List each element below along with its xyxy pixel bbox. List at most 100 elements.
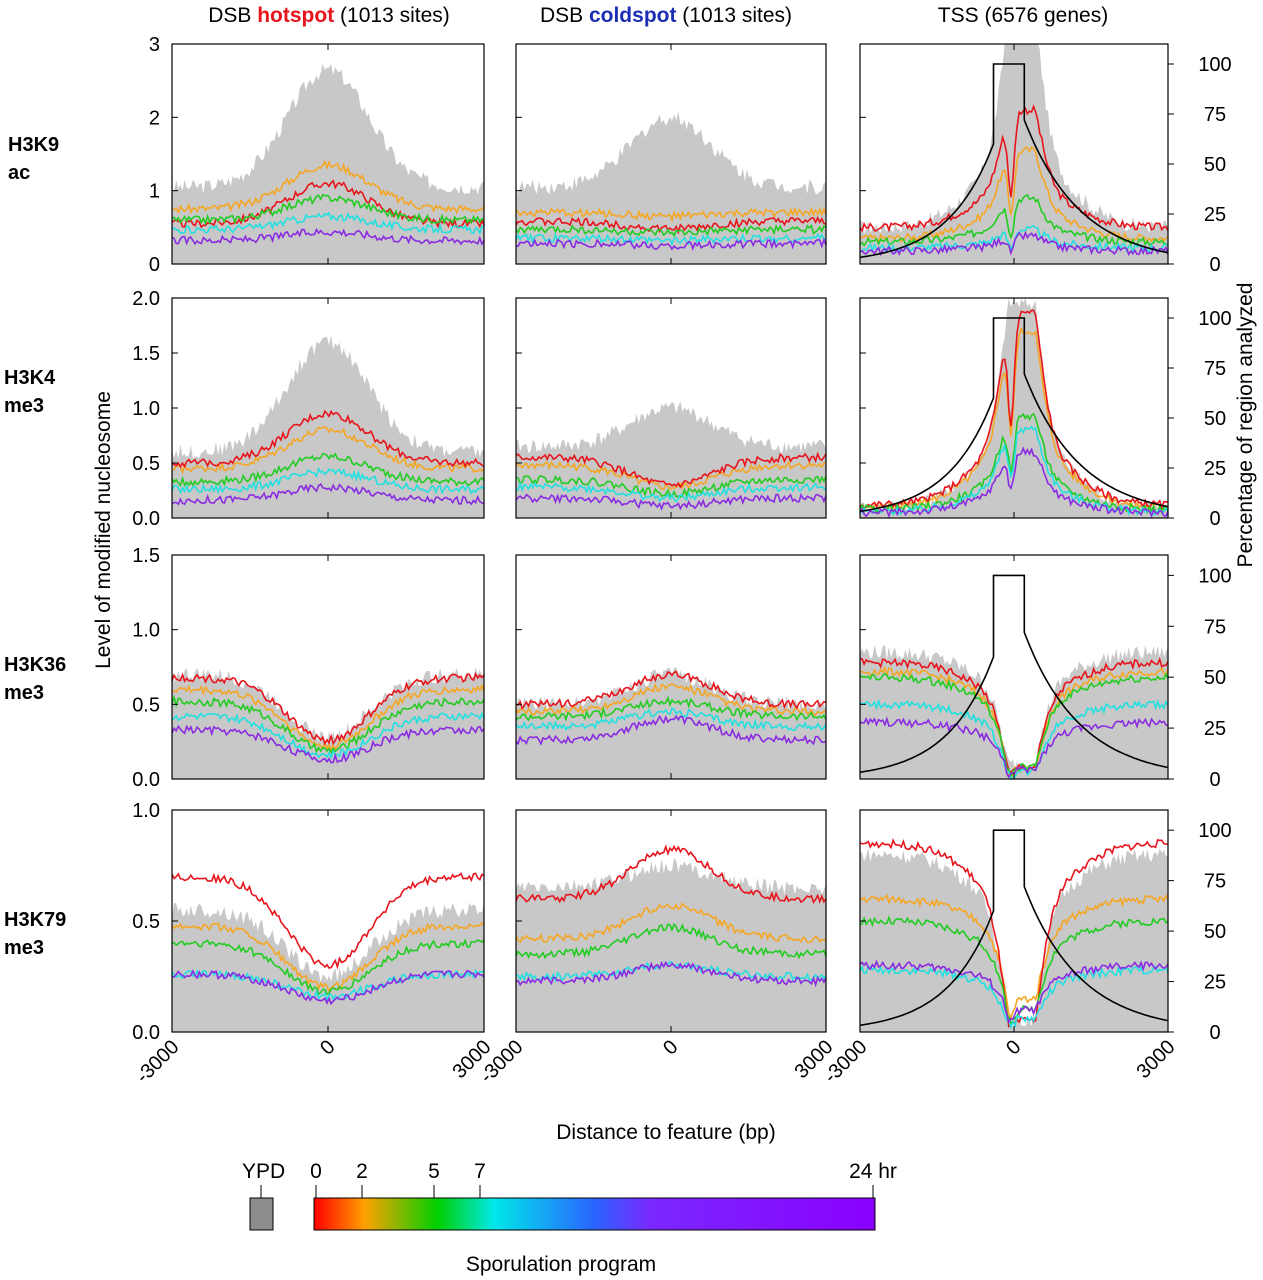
y-tick-label: 1.5 bbox=[132, 545, 160, 567]
gray-range-area bbox=[516, 667, 826, 779]
coverage-curve bbox=[859, 63, 1169, 259]
y-tick-label: 1.0 bbox=[132, 398, 160, 420]
series-line-24hr bbox=[171, 969, 485, 1006]
right-tick-label: 25 bbox=[1204, 972, 1226, 994]
series-line-7hr bbox=[171, 711, 485, 760]
y-tick-label: 1.0 bbox=[132, 800, 160, 822]
series-line-5hr bbox=[171, 938, 485, 996]
y-tick-label: 0.0 bbox=[132, 1022, 160, 1044]
svg-text:me3: me3 bbox=[4, 395, 44, 417]
legend-ticks: 0 2 5 7 24 hr bbox=[310, 1160, 897, 1198]
series-line-24hr bbox=[171, 227, 485, 246]
series-line-24hr bbox=[515, 237, 827, 251]
series-line-7hr bbox=[171, 466, 485, 495]
right-tick-label: 0 bbox=[1209, 769, 1220, 791]
series-line-0hr bbox=[859, 104, 1169, 233]
panel-H3K36me3-coldspot bbox=[515, 554, 827, 780]
panel-H3K9ac-hotspot bbox=[171, 43, 485, 265]
x-tick-label: 3000 bbox=[1133, 1036, 1180, 1083]
y-tick-label: 2 bbox=[149, 107, 160, 129]
legend-ypd-label: YPD bbox=[242, 1160, 285, 1183]
series-line-5hr bbox=[515, 922, 827, 960]
legend-tick-label: 2 bbox=[356, 1160, 368, 1183]
panel-H3K4me3-hotspot bbox=[171, 297, 485, 519]
legend-colorbar bbox=[313, 1197, 876, 1231]
legend-tick-label: 7 bbox=[474, 1160, 486, 1183]
series-line-7hr bbox=[859, 425, 1169, 516]
right-tick-label: 100 bbox=[1198, 565, 1231, 587]
gray-range-area bbox=[172, 902, 484, 1032]
y-tick-label: 2.0 bbox=[132, 288, 160, 310]
header-hotspot: DSB hotspot (1013 sites) bbox=[208, 4, 450, 27]
series-line-0hr bbox=[171, 671, 485, 746]
y-tick-label: 0.5 bbox=[132, 911, 160, 933]
series-line-7hr bbox=[515, 481, 827, 503]
legend-title: Sporulation program bbox=[466, 1253, 656, 1276]
panel-H3K79me3-hotspot: -3000 0 3000 bbox=[132, 809, 496, 1088]
series-line-0hr bbox=[515, 670, 827, 710]
series-line-0hr bbox=[171, 872, 485, 970]
x-tick-label: 0 bbox=[316, 1036, 339, 1059]
y-tick-label: 0.0 bbox=[132, 508, 160, 530]
series-line-0hr bbox=[859, 309, 1169, 510]
x-axis-label: Distance to feature (bp) bbox=[556, 1121, 775, 1144]
svg-text:H3K79: H3K79 bbox=[4, 909, 66, 931]
legend: YPD 0 2 5 7 24 hr Sporulation program bbox=[242, 1160, 897, 1276]
coverage-curve bbox=[859, 317, 1169, 513]
x-tick-label: 0 bbox=[1002, 1036, 1025, 1059]
series-line-24hr bbox=[515, 492, 827, 511]
y-tick-label: 0.5 bbox=[132, 694, 160, 716]
series-line-5hr bbox=[171, 193, 485, 226]
series-line-7hr bbox=[171, 211, 485, 236]
header-tss: TSS (6576 genes) bbox=[938, 4, 1108, 27]
right-tick-label: 0 bbox=[1209, 1022, 1220, 1044]
right-tick-label: 75 bbox=[1204, 616, 1226, 638]
svg-text:H3K9: H3K9 bbox=[8, 134, 59, 156]
legend-tick-label: 0 bbox=[310, 1160, 322, 1183]
panel-H3K4me3-coldspot bbox=[515, 297, 827, 519]
gray-range-area bbox=[860, 848, 1168, 1032]
right-tick-label: 75 bbox=[1204, 358, 1226, 380]
row-label-3: H3K36 me3 bbox=[4, 654, 66, 704]
y-tick-label: 0.0 bbox=[132, 769, 160, 791]
series-line-0hr bbox=[515, 451, 827, 489]
series-line-24hr bbox=[859, 230, 1169, 257]
series-line-7hr bbox=[859, 964, 1169, 1030]
series-line-24hr bbox=[515, 714, 827, 746]
coverage-curve bbox=[859, 574, 1169, 773]
row-label-2: H3K4 me3 bbox=[4, 367, 56, 417]
y-tick-label: 0.5 bbox=[132, 453, 160, 475]
coverage-curve bbox=[859, 829, 1169, 1027]
panel-H3K4me3-tss: 0 25 50 75 100 bbox=[859, 297, 1232, 530]
series-line-24hr bbox=[859, 446, 1169, 519]
series-line-0hr bbox=[515, 215, 827, 235]
right-axis-label: Percentage of region analyzed bbox=[1234, 283, 1257, 568]
series-line-5hr bbox=[171, 452, 485, 488]
right-tick-label: 25 bbox=[1204, 718, 1226, 740]
series-line-7hr bbox=[515, 232, 827, 246]
series-line-0hr bbox=[515, 844, 827, 904]
series-line-2hr bbox=[171, 683, 485, 752]
row-label-4: H3K79 me3 bbox=[4, 909, 66, 959]
y-tick-label: 1 bbox=[149, 181, 160, 203]
y-tick-label: 1.0 bbox=[132, 620, 160, 642]
header-coldspot: DSB coldspot (1013 sites) bbox=[540, 4, 792, 27]
right-tick-label: 50 bbox=[1204, 154, 1226, 176]
panel-H3K9ac-coldspot bbox=[515, 43, 827, 265]
series-line-5hr bbox=[171, 694, 485, 755]
series-line-5hr bbox=[515, 695, 827, 722]
right-tick-label: 0 bbox=[1209, 254, 1220, 276]
panels: 012302550751000.00.51.01.52.002550751000… bbox=[132, 34, 1232, 1088]
y-axis-label: Level of modified nucleosome bbox=[92, 391, 115, 669]
series-line-5hr bbox=[859, 672, 1169, 780]
right-tick-label: 100 bbox=[1198, 308, 1231, 330]
legend-tick-label: 24 hr bbox=[849, 1160, 897, 1183]
y-tick-label: 0 bbox=[149, 254, 160, 276]
series-line-24hr bbox=[859, 959, 1169, 1025]
series-line-24hr bbox=[171, 724, 485, 764]
right-tick-label: 50 bbox=[1204, 667, 1226, 689]
gray-range-area bbox=[516, 111, 826, 264]
svg-text:H3K36: H3K36 bbox=[4, 654, 66, 676]
